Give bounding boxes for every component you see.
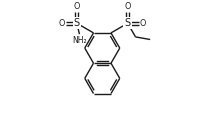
- Text: NH₂: NH₂: [72, 36, 86, 45]
- Text: S: S: [73, 18, 79, 28]
- Text: S: S: [124, 18, 130, 28]
- Text: O: O: [73, 2, 80, 11]
- Text: O: O: [124, 2, 130, 11]
- Text: O: O: [139, 19, 146, 28]
- Text: O: O: [58, 19, 64, 28]
